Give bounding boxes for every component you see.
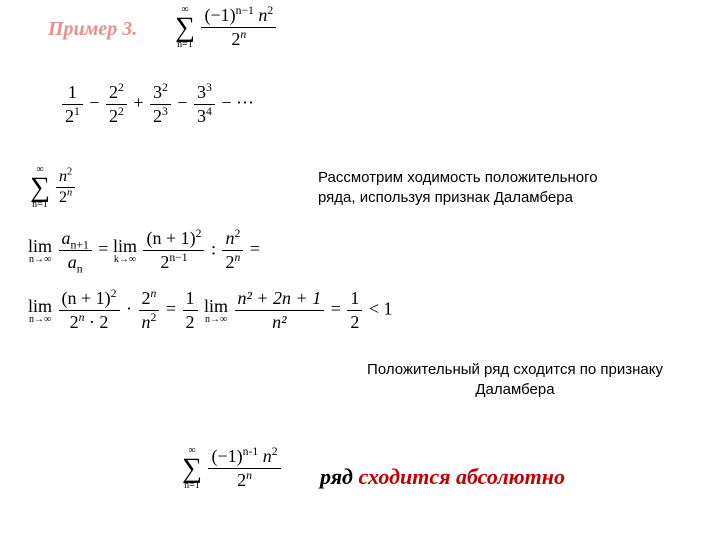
abs-lower: n=1	[30, 200, 50, 210]
t2-den: 22	[106, 105, 127, 127]
frac-n2: n2 2n	[222, 228, 243, 273]
half2-den: 2	[347, 311, 362, 333]
expansion-tail: − ···	[221, 93, 254, 113]
sum-lower: n=1	[175, 40, 195, 50]
limit-line-1: lim n→∞ an+1 an = lim k→∞ (n + 1)2 2n−1 …	[28, 228, 260, 273]
title-text: Пример 3.	[48, 18, 137, 40]
n2-num: n2	[222, 228, 243, 251]
lim3-sub: n→∞	[28, 315, 52, 325]
sign-2: −	[89, 93, 99, 113]
series-expansion: 1 21 − 22 22 + 32 23 − 33 34 − ···	[60, 82, 254, 127]
abs-sigma: ∑	[30, 175, 50, 200]
final-den: 2n	[208, 469, 280, 491]
lim1-txt: lim	[28, 237, 52, 255]
final-lower: n=1	[182, 481, 202, 491]
t2-num: 22	[106, 82, 127, 105]
lim2-sub: k→∞	[113, 255, 137, 265]
term-4: 33 34	[194, 82, 215, 127]
f2-den: n2	[139, 311, 160, 333]
f3-num: n² + 2n + 1	[235, 288, 325, 311]
t4-den: 34	[194, 105, 215, 127]
t3-num: 32	[150, 82, 171, 105]
colon-1: :	[211, 239, 216, 259]
half2-num: 1	[347, 288, 362, 311]
t1-num: 1	[62, 82, 83, 105]
lim2: lim k→∞	[113, 237, 137, 265]
eq4: =	[331, 299, 341, 319]
lim2-txt: lim	[113, 237, 137, 255]
half2: 1 2	[347, 288, 362, 333]
eq1: =	[98, 239, 108, 259]
less-than: < 1	[369, 299, 393, 319]
note1-l1: Рассмотрим ходимость положительного	[318, 168, 598, 188]
dot-1: ·	[126, 299, 132, 319]
half1-den: 2	[183, 311, 198, 333]
eq3: =	[166, 299, 176, 319]
np1-num: (n + 1)2	[143, 228, 204, 251]
final-frac: (−1)n-1 n2 2n	[208, 446, 280, 491]
lim1: lim n→∞	[28, 237, 52, 265]
f1: (n + 1)2 2n · 2	[59, 288, 120, 333]
f2-num: 2n	[139, 288, 160, 311]
main-num: (−1)n−1 n2	[201, 5, 276, 28]
sigma-main: ∞ ∑ n=1	[175, 5, 195, 50]
f1-num: (n + 1)2	[59, 288, 120, 311]
limit-line-2: lim n→∞ (n + 1)2 2n · 2 · 2n n2 = 1 2 li…	[28, 288, 393, 333]
abs-num: n2	[56, 168, 75, 188]
example-title: Пример 3.	[48, 18, 137, 41]
an1-num: an+1	[59, 228, 92, 251]
sigma-abs: ∞ ∑ n=1	[30, 165, 50, 210]
f3-den: n²	[235, 311, 325, 333]
f1-den: 2n · 2	[59, 311, 120, 333]
lim1-sub: n→∞	[28, 255, 52, 265]
sigma-symbol: ∑	[175, 15, 195, 40]
conclusion-pre: ряд	[320, 464, 358, 489]
abs-frac: n2 2n	[56, 168, 75, 207]
sigma-final: ∞ ∑ n=1	[182, 446, 202, 491]
num-left: (−1)	[204, 5, 235, 25]
note-dalembert: Рассмотрим ходимость положительного ряда…	[318, 168, 598, 207]
abs-den: 2n	[56, 188, 75, 207]
sign-3: +	[133, 93, 143, 113]
note-converges: Положительный ряд сходится по признаку Д…	[335, 360, 695, 399]
main-den: 2n	[201, 28, 276, 50]
final-num: (−1)n-1 n2	[208, 446, 280, 469]
t3-den: 23	[150, 105, 171, 127]
final-formula: ∞ ∑ n=1 (−1)n-1 n2 2n	[182, 446, 283, 491]
num-right-exp: 2	[267, 4, 273, 17]
final-sigma: ∑	[182, 456, 202, 481]
frac-np1: (n + 1)2 2n−1	[143, 228, 204, 273]
term-1: 1 21	[62, 82, 83, 127]
half1-num: 1	[183, 288, 198, 311]
conclusion-em: сходится абсолютно	[358, 464, 565, 489]
lim4: lim n→∞	[204, 297, 228, 325]
lim3-txt: lim	[28, 297, 52, 315]
t1-den: 21	[62, 105, 83, 127]
t4-num: 33	[194, 82, 215, 105]
term-2: 22 22	[106, 82, 127, 127]
lim3: lim n→∞	[28, 297, 52, 325]
lim4-sub: n→∞	[204, 315, 228, 325]
absolute-sum: ∞ ∑ n=1 n2 2n	[30, 165, 77, 210]
ratio-an: an+1 an	[59, 228, 92, 273]
num-exp: n−1	[236, 4, 254, 17]
sign-4: −	[177, 93, 187, 113]
f3: n² + 2n + 1 n²	[235, 288, 325, 333]
half1: 1 2	[183, 288, 198, 333]
den-exp: n	[240, 28, 246, 41]
eq2: =	[250, 239, 260, 259]
lim4-txt: lim	[204, 297, 228, 315]
conclusion: ряд сходится абсолютно	[320, 464, 565, 490]
np1-den: 2n−1	[143, 251, 204, 273]
note1-l2: ряда, используя признак Даламбера	[318, 188, 598, 208]
n2-den: 2n	[222, 251, 243, 273]
title-formula: ∞ ∑ n=1 (−1)n−1 n2 2n	[175, 5, 278, 50]
term-3: 32 23	[150, 82, 171, 127]
f2: 2n n2	[139, 288, 160, 333]
main-fraction: (−1)n−1 n2 2n	[201, 5, 276, 50]
an1-den: an	[59, 251, 92, 273]
